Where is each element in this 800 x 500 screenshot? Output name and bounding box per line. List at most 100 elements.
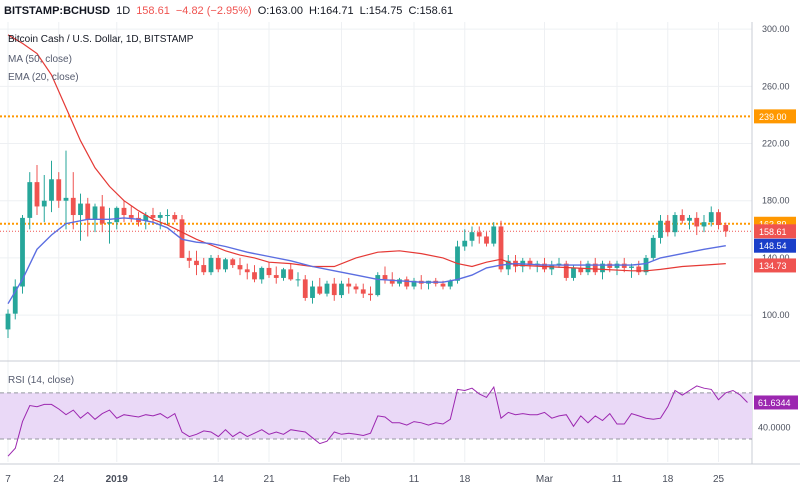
x-tick-label: 21: [263, 474, 275, 485]
candle-body: [650, 237, 656, 258]
candle-body: [99, 206, 105, 224]
candle-body: [708, 212, 714, 223]
candle-body: [186, 257, 192, 261]
candle-body: [41, 200, 47, 207]
price-change: −4.82 (−2.95%): [175, 5, 252, 17]
ema-legend[interactable]: EMA (20, close): [8, 72, 79, 83]
x-tick-label: 7: [5, 474, 11, 485]
candle-body: [114, 207, 120, 223]
candle-body: [5, 313, 11, 330]
candle-body: [672, 215, 678, 233]
rsi-legend[interactable]: RSI (14, close): [8, 375, 74, 386]
candle-body: [643, 257, 649, 273]
candle-body: [701, 222, 707, 227]
grid-lines: [0, 22, 800, 465]
x-tick-label: Feb: [333, 474, 351, 485]
axes: 100.00 140.00 180.00 220.00 260.00 300.00 40.0…: [5, 24, 790, 485]
candle-body: [310, 286, 315, 298]
candle-body: [273, 275, 279, 278]
candle-body: [295, 279, 301, 281]
candle-body: [600, 263, 605, 273]
symbol-header: BITSTAMP:BCHUSD 1D 158.61 −4.82 (−2.95%) O:1…: [0, 0, 800, 22]
y-tick-label: 260.00: [762, 81, 790, 91]
candle-body: [665, 220, 671, 233]
y-tick-label: 140.00: [762, 253, 790, 263]
price-tag-label: 239.00: [759, 112, 787, 122]
candle-body: [491, 226, 497, 244]
candle-body: [585, 263, 591, 273]
candle-body: [194, 260, 199, 266]
candle-body: [331, 283, 337, 296]
x-tick-label: 18: [662, 474, 674, 485]
rsi-tag-label: 61.6344: [758, 398, 791, 408]
candle-body: [165, 215, 170, 217]
candlesticks: [5, 150, 729, 338]
x-tick-label: 25: [713, 474, 725, 485]
candle-body: [716, 212, 721, 226]
candle-body: [201, 265, 207, 273]
candle-body: [259, 267, 265, 280]
candle-body: [571, 267, 576, 278]
x-tick-label: 24: [53, 474, 65, 485]
price-tag-label: 134.73: [759, 261, 787, 271]
chart-title: Bitcoin Cash / U.S. Dollar, 1D, BITSTAMP: [8, 34, 194, 45]
price-tag: [754, 224, 796, 239]
price-tag-label: 163.89: [759, 219, 787, 229]
y-tick-label: 300.00: [762, 24, 790, 34]
candle-body: [324, 283, 330, 294]
candle-body: [447, 280, 453, 287]
candle-body: [302, 279, 308, 298]
candle-body: [382, 275, 388, 280]
candle-body: [397, 279, 402, 284]
candle-body: [527, 260, 533, 266]
candle-body: [266, 267, 272, 276]
price-tag: [754, 109, 796, 124]
rsi-band: [0, 392, 752, 439]
candle-body: [404, 279, 410, 287]
candle-body: [78, 203, 83, 216]
symbol-name[interactable]: BITSTAMP:BCHUSD: [4, 5, 111, 17]
candle-body: [237, 265, 243, 270]
candle-body: [208, 257, 214, 273]
interval-label[interactable]: 1D: [116, 5, 131, 17]
candle-body: [317, 286, 323, 294]
y-tick-label: 100.00: [762, 310, 790, 320]
candle-body: [498, 226, 504, 270]
candle-body: [563, 263, 569, 278]
candle-body: [469, 232, 475, 241]
candle-body: [20, 217, 25, 287]
candle-body: [353, 286, 359, 290]
low-value: L:154.75: [359, 5, 403, 17]
candle-body: [687, 217, 692, 221]
candle-body: [27, 182, 33, 218]
x-tick-label: 14: [213, 474, 225, 485]
candle-body: [223, 259, 228, 270]
candle-body: [136, 217, 141, 223]
candle-body: [592, 263, 598, 273]
candle-body: [56, 179, 62, 201]
candle-body: [172, 215, 178, 220]
candle-body: [578, 267, 584, 273]
candle-body: [121, 207, 127, 216]
y-tick-label: 220.00: [762, 139, 790, 149]
ema-line: [7, 34, 726, 272]
price-tag-label: 148.54: [759, 241, 787, 251]
candle-body: [368, 293, 373, 296]
x-tick-label: 11: [612, 474, 623, 485]
candle-body: [230, 259, 236, 266]
ma-legend[interactable]: MA (50, close): [8, 54, 72, 65]
candle-body: [346, 283, 352, 287]
candle-body: [389, 279, 395, 284]
ma-line: [7, 217, 726, 305]
price-tag-label: 158.61: [759, 227, 787, 237]
open-value: O:163.00: [257, 5, 303, 17]
candle-body: [339, 283, 344, 296]
resistance-levels: [0, 115, 752, 440]
high-value: H:164.71: [308, 5, 354, 17]
rsi-line: [7, 385, 748, 457]
candle-body: [157, 215, 163, 218]
candle-body: [723, 225, 729, 232]
x-tick-label: 18: [459, 474, 471, 485]
